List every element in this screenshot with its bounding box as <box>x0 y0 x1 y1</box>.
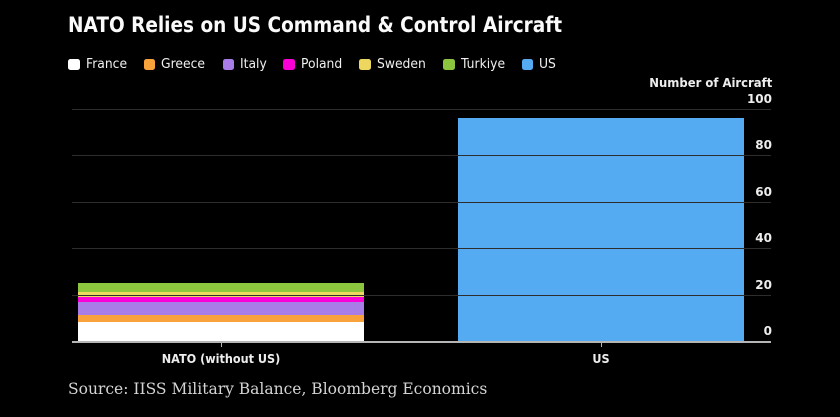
gridline <box>72 294 771 296</box>
legend-swatch-icon <box>443 58 455 71</box>
legend-swatch-icon <box>359 58 371 71</box>
bar-segment-france <box>78 322 364 341</box>
y-tick-label: 40 <box>755 231 772 246</box>
y-tick-label: 100 <box>746 92 772 106</box>
x-axis-baseline <box>72 340 771 343</box>
bar-segment-poland <box>78 296 364 302</box>
legend-label: Sweden <box>376 57 426 72</box>
x-category-label: US <box>592 351 610 366</box>
gridline <box>72 201 771 203</box>
x-tick-mark <box>220 341 222 347</box>
legend-swatch-icon <box>521 58 534 71</box>
gridline <box>72 248 771 250</box>
bar-segment-italy <box>78 301 364 316</box>
bar-segment-greece <box>78 315 364 323</box>
legend: France Greece Italy Poland Sweden Turkiye US <box>68 56 557 73</box>
source-note: Source: IISS Military Balance, Bloomberg… <box>68 380 488 398</box>
y-tick-label: 80 <box>755 138 772 153</box>
gridline <box>72 109 771 110</box>
bar-segment-sweden <box>78 292 364 297</box>
legend-item-sweden: Sweden <box>359 57 428 72</box>
y-tick-label: 60 <box>755 184 772 199</box>
legend-swatch-icon <box>222 58 235 71</box>
bar-segment-turkiye <box>78 283 364 293</box>
y-axis-unit-label: Number of Aircraft <box>648 75 772 90</box>
legend-swatch-icon <box>143 58 156 71</box>
legend-item-france: France <box>68 57 129 72</box>
legend-swatch-icon <box>68 58 80 71</box>
legend-item-turkiye: Turkiye <box>443 57 507 72</box>
legend-item-us: US <box>521 57 557 72</box>
legend-label: France <box>85 57 127 72</box>
legend-label: Italy <box>240 57 267 72</box>
legend-label: Poland <box>300 57 342 72</box>
legend-item-greece: Greece <box>143 57 208 72</box>
x-category-label: NATO (without US) <box>161 351 281 366</box>
legend-label: Greece <box>161 57 206 72</box>
chart-title: NATO Relies on US Command & Control Airc… <box>68 13 563 37</box>
legend-item-poland: Poland <box>283 57 344 72</box>
legend-item-italy: Italy <box>222 57 269 72</box>
y-tick-label: 0 <box>763 324 772 338</box>
y-tick-label: 20 <box>755 277 772 292</box>
bar-segment-us <box>458 118 744 341</box>
gridline <box>72 155 771 157</box>
legend-label: US <box>539 57 557 72</box>
legend-swatch-icon <box>283 58 295 71</box>
x-tick-mark <box>600 341 602 347</box>
legend-label: Turkiye <box>460 57 505 72</box>
